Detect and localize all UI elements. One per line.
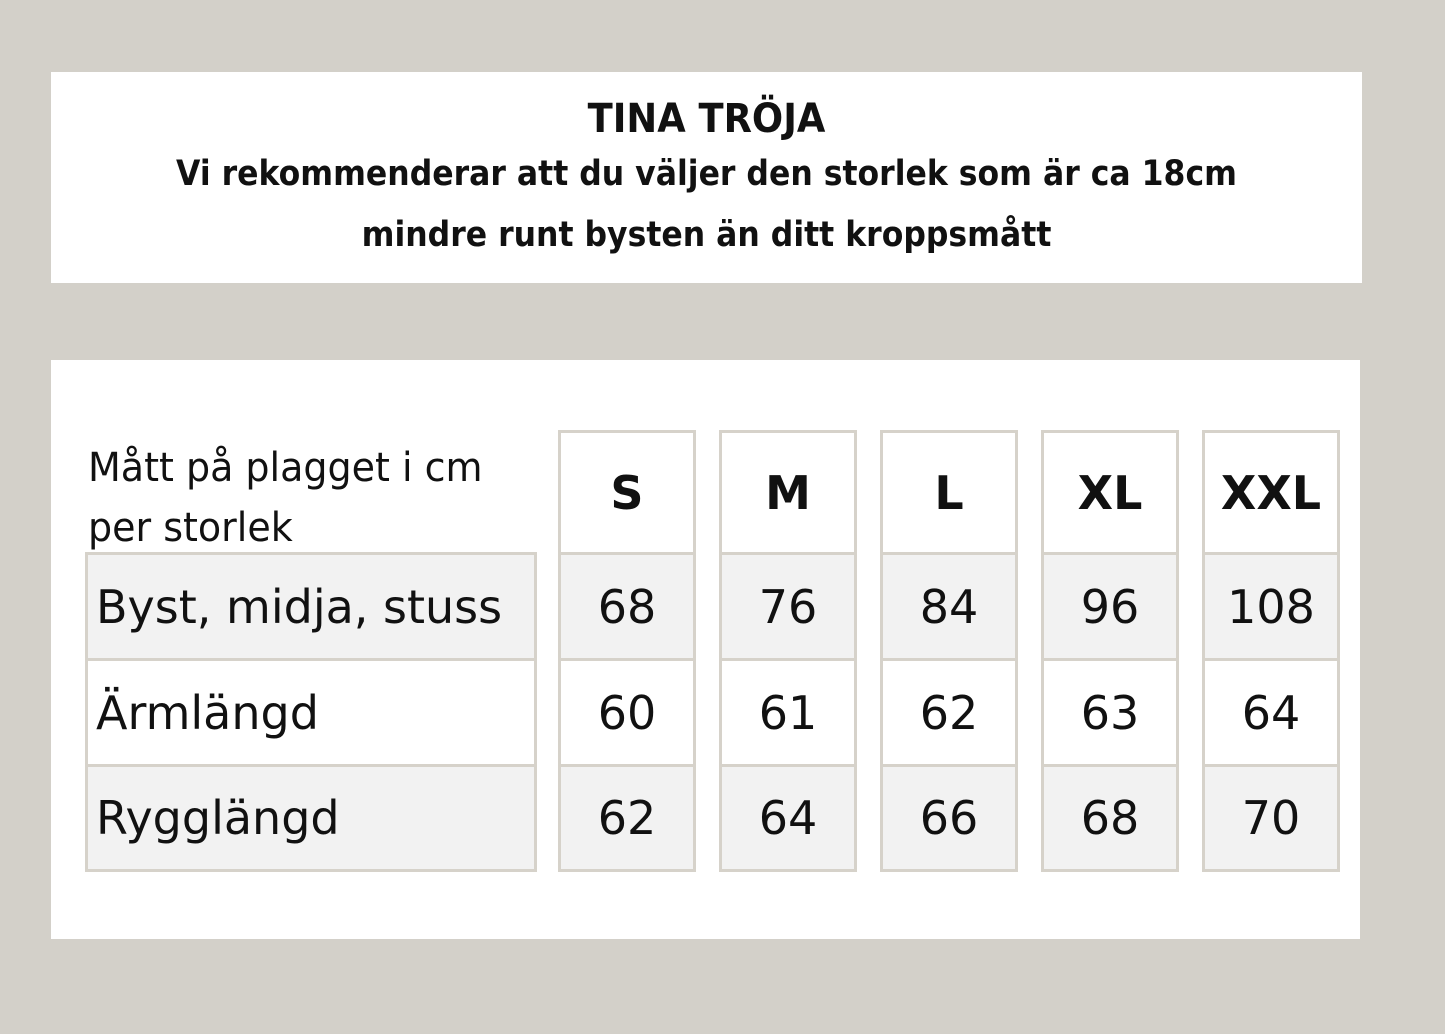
table-cell: 62 [880,658,1018,767]
table-cell: 66 [880,764,1018,872]
table-cell: 64 [1202,658,1340,767]
table-cell: 70 [1202,764,1340,872]
table-cell: 62 [558,764,696,872]
table-cell: 108 [1202,552,1340,661]
recommendation-line-1: Vi rekommenderar att du väljer den storl… [176,154,1237,194]
table-cell: 76 [719,552,857,661]
table-cell: 63 [1041,658,1179,767]
recommendation-line-2: mindre runt bysten än ditt kroppsmått [361,215,1052,255]
table-cell: 84 [880,552,1018,661]
corner-label-line-2: per storlek [88,505,293,551]
corner-label-line-1: Mått på plagget i cm [88,445,483,491]
row-label: Byst, midja, stuss [85,552,537,661]
table-cell: 68 [558,552,696,661]
size-header-xl: XL [1041,430,1179,555]
table-cell: 64 [719,764,857,872]
table-cell: 68 [1041,764,1179,872]
size-header-l: L [880,430,1018,555]
size-header-s: S [558,430,696,555]
size-header-m: M [719,430,857,555]
size-header-xxl: XXL [1202,430,1340,555]
row-label: Rygglängd [85,764,537,872]
row-label: Ärmlängd [85,658,537,767]
table-corner-label: Mått på plagget i cm per storlek [88,438,483,558]
table-cell: 61 [719,658,857,767]
table-cell: 96 [1041,552,1179,661]
table-cell: 60 [558,658,696,767]
heading-panel: TINA TRÖJA Vi rekommenderar att du välje… [51,72,1362,283]
page-title: TINA TRÖJA [587,96,826,142]
